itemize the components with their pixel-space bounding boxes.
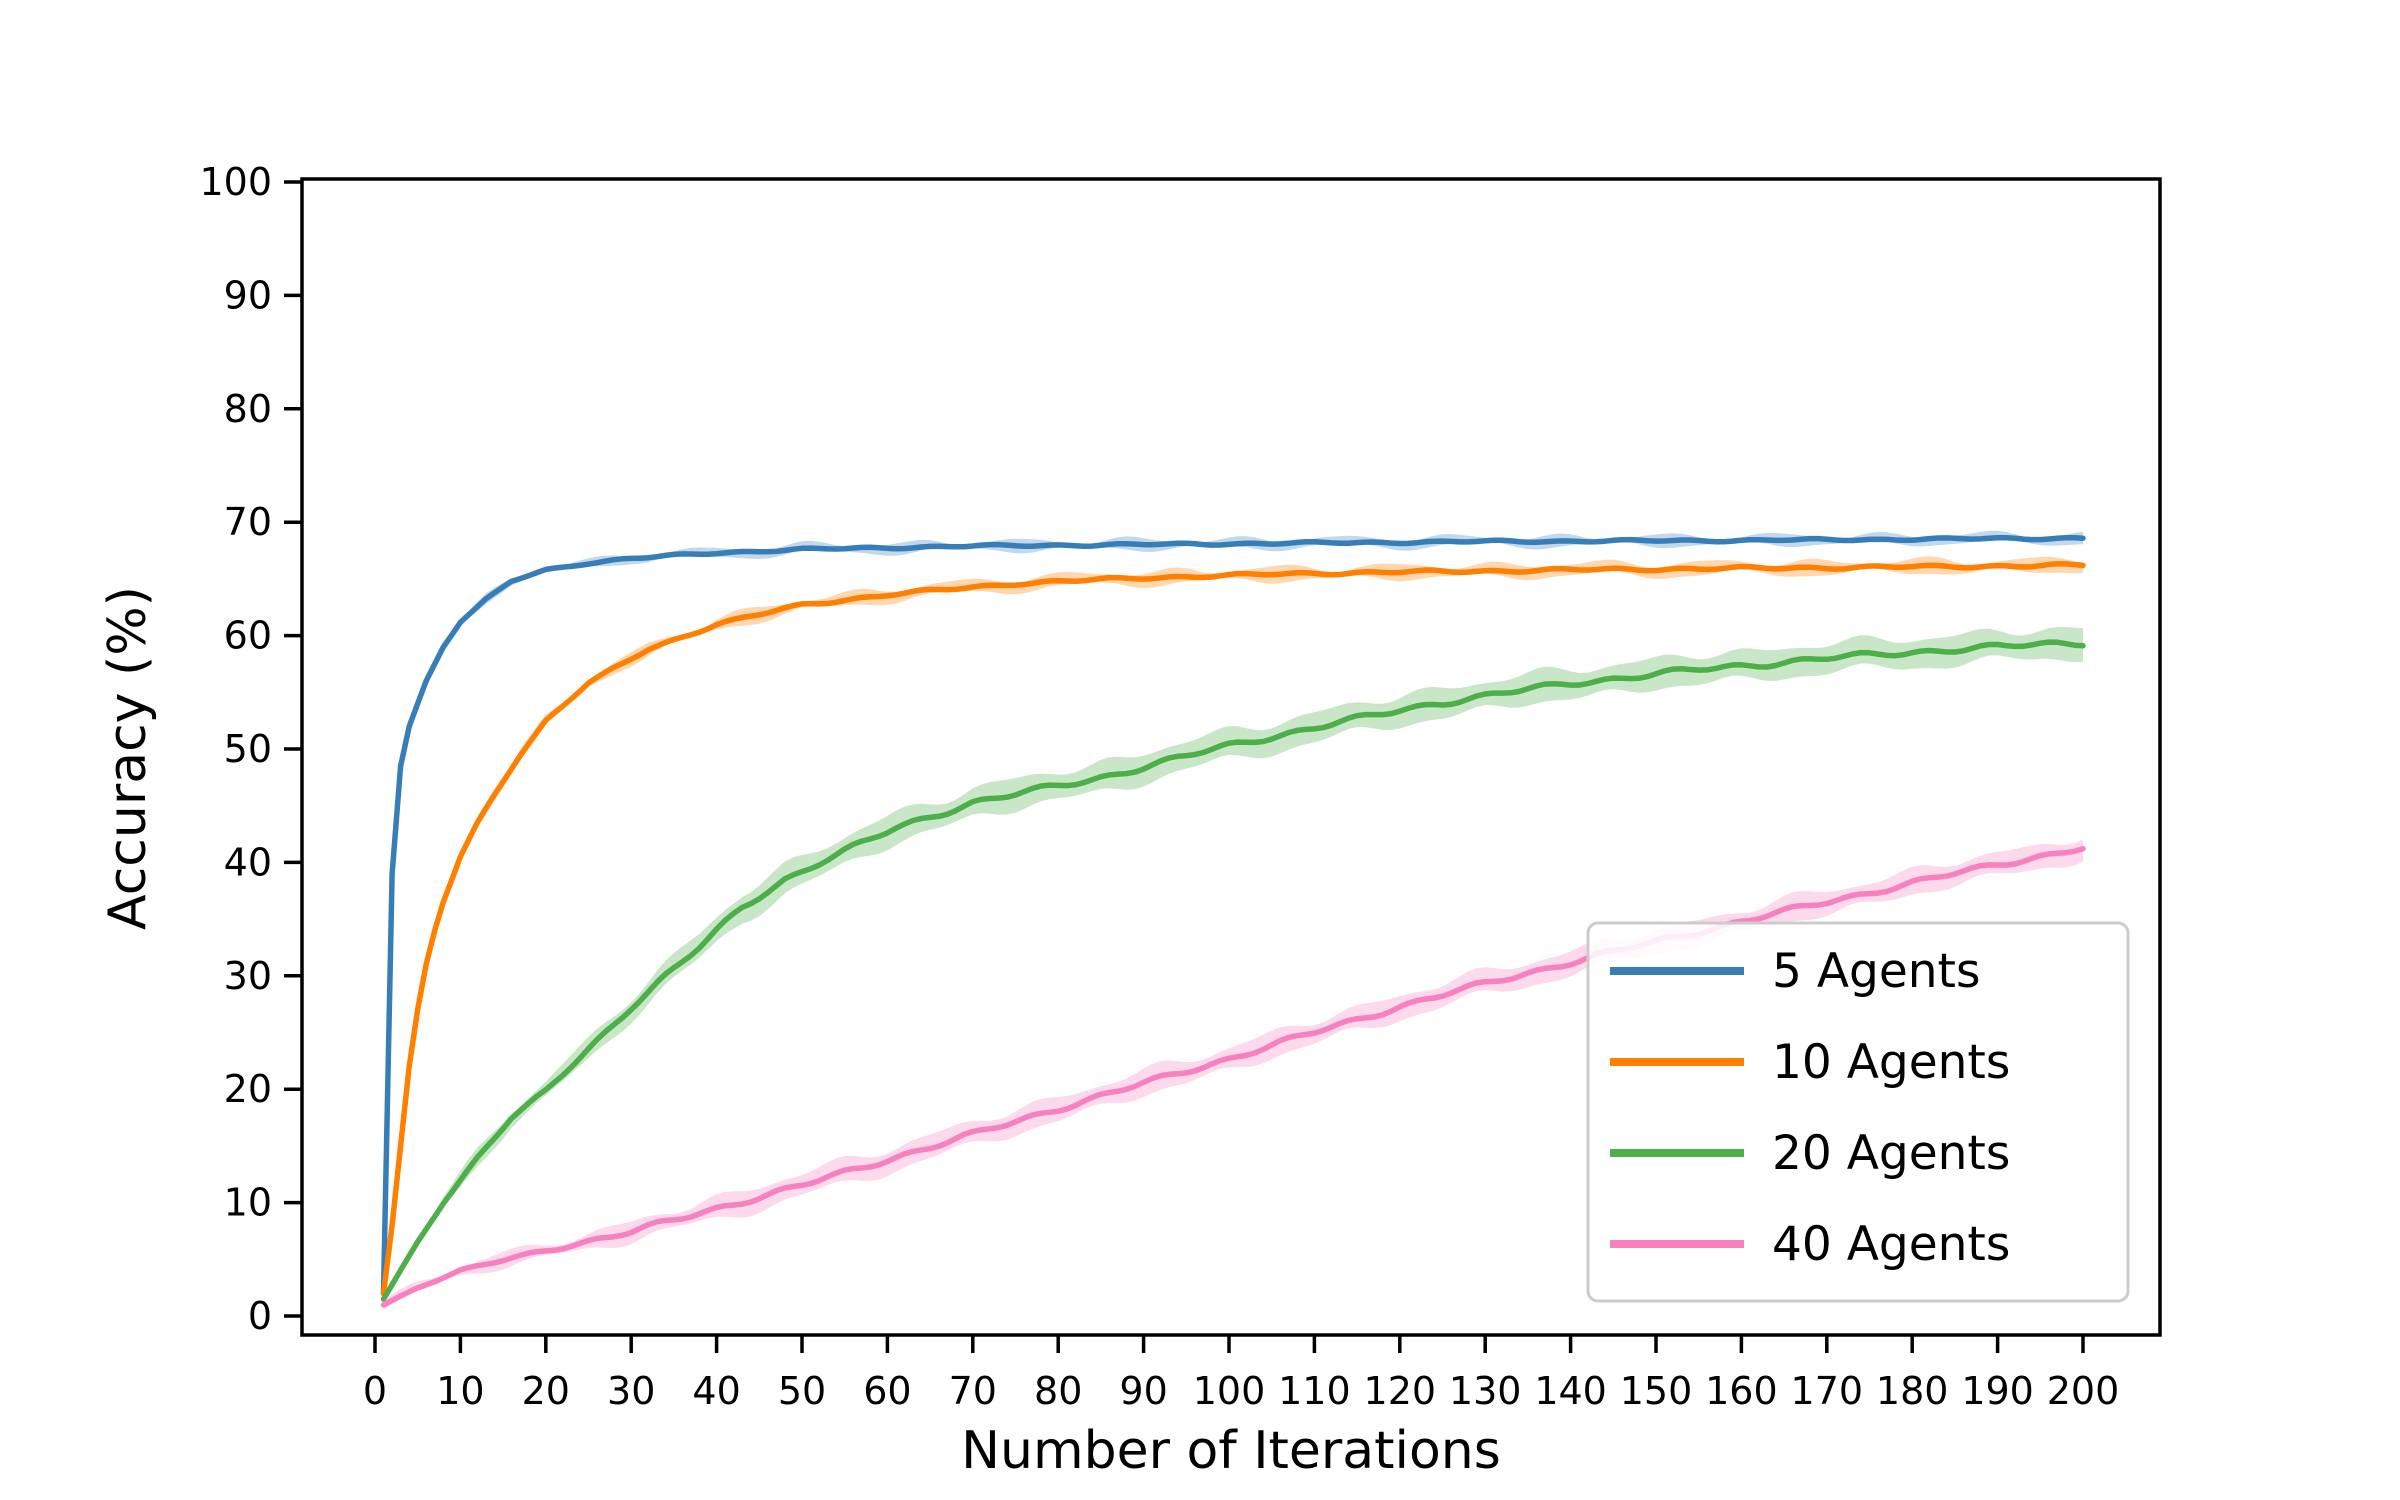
x-tick-label-200: 200 — [2047, 1369, 2120, 1413]
y-tick-label-40: 40 — [224, 840, 272, 884]
x-tick-label-60: 60 — [863, 1369, 911, 1413]
plot-frame — [300, 177, 2162, 1337]
x-tick-label-120: 120 — [1364, 1369, 1437, 1413]
y-tick-label-10: 10 — [224, 1181, 272, 1225]
x-tick-label-70: 70 — [949, 1369, 997, 1413]
y-tick-label-80: 80 — [224, 387, 272, 431]
x-tick-label-90: 90 — [1119, 1369, 1167, 1413]
x-tick-label-10: 10 — [436, 1369, 484, 1413]
series-band-40-agents — [383, 839, 2083, 1310]
x-tick-label-30: 30 — [607, 1369, 655, 1413]
x-tick-label-170: 170 — [1791, 1369, 1864, 1413]
legend: 5 Agents 10 Agents 20 Agents 40 Agents — [1586, 921, 2130, 1303]
series-line-20-agents — [380, 639, 2086, 1302]
x-axis-label: Number of Iterations — [961, 1421, 1501, 1481]
x-tick-label-150: 150 — [1620, 1369, 1693, 1413]
legend-label-40-agents: 40 Agents — [1772, 1217, 2010, 1272]
x-tick-label-100: 100 — [1193, 1369, 1266, 1413]
x-tick-label-130: 130 — [1449, 1369, 1522, 1413]
y-tick-label-20: 20 — [224, 1067, 272, 1111]
y-tick-label-60: 60 — [224, 614, 272, 658]
series-group — [380, 530, 2086, 1310]
legend-box — [1586, 921, 2130, 1303]
y-tick-label-90: 90 — [224, 273, 272, 317]
y-axis-label: Accuracy (%) — [98, 586, 158, 930]
x-tick-label-80: 80 — [1034, 1369, 1082, 1413]
y-tick-label-100: 100 — [199, 160, 272, 204]
series-line-5-agents — [380, 535, 2086, 1297]
x-tick-label-20: 20 — [522, 1369, 570, 1413]
y-tick-label-0: 0 — [248, 1294, 272, 1338]
series-line-10-agents — [380, 561, 2086, 1297]
y-axis-ticks: 0 10 20 30 40 50 60 70 80 90 100 — [199, 160, 302, 1338]
x-tick-label-160: 160 — [1705, 1369, 1778, 1413]
x-tick-label-190: 190 — [1961, 1369, 2034, 1413]
legend-label-5-agents: 5 Agents — [1772, 944, 1980, 999]
x-tick-label-140: 140 — [1534, 1369, 1607, 1413]
legend-label-10-agents: 10 Agents — [1772, 1035, 2010, 1090]
x-axis-ticks: 0 10 20 30 40 50 60 70 80 90 100 110 120 130 140 150 160… — [363, 1335, 2119, 1413]
x-tick-label-50: 50 — [778, 1369, 826, 1413]
legend-label-20-agents: 20 Agents — [1772, 1126, 2010, 1181]
x-tick-label-0: 0 — [363, 1369, 387, 1413]
y-tick-label-30: 30 — [224, 954, 272, 998]
x-tick-label-40: 40 — [692, 1369, 740, 1413]
y-tick-label-50: 50 — [224, 727, 272, 771]
x-tick-label-180: 180 — [1876, 1369, 1949, 1413]
y-tick-label-70: 70 — [224, 500, 272, 544]
series-line-40-agents — [380, 845, 2086, 1308]
x-tick-label-110: 110 — [1278, 1369, 1351, 1413]
